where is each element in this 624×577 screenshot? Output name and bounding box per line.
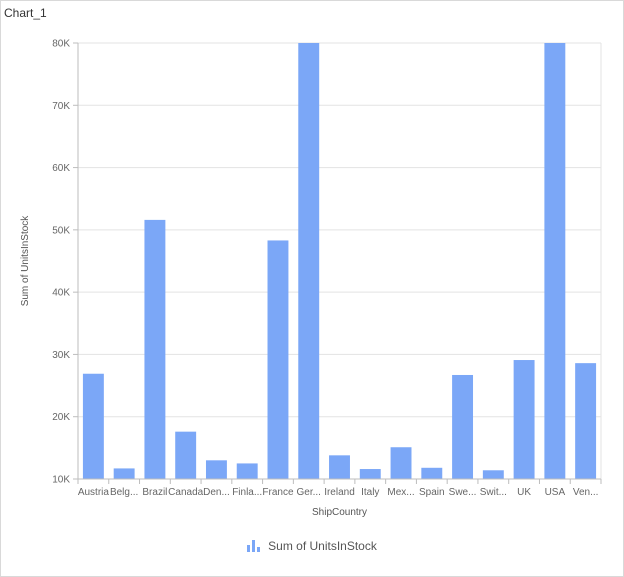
bar [359,469,381,479]
x-tick-label: Den... [203,487,230,498]
x-tick-label: USA [545,487,566,498]
legend-item[interactable]: Sum of UnitsInStock [247,539,377,553]
x-tick-label: Mex... [387,487,414,498]
bar [298,43,320,479]
bar [452,374,474,479]
x-tick-label: France [262,487,294,498]
x-tick-label: Spain [419,487,445,498]
bar [513,360,535,479]
legend-label: Sum of UnitsInStock [268,539,377,553]
bar [144,219,166,480]
x-tick-label: Brazil [142,487,167,498]
legend: Sum of UnitsInStock [0,539,624,555]
bar [267,240,289,479]
x-tick-label: Austria [78,487,110,498]
x-tick-label: Belg... [110,487,138,498]
x-tick-label: Ven... [573,487,599,498]
bar [421,467,443,479]
y-tick-label: 20K [52,412,70,423]
x-axis-title: ShipCountry [312,507,367,518]
bar [575,363,597,479]
x-tick-label: Canada [168,487,203,498]
chart-title: Chart_1 [4,6,47,20]
y-tick-label: 10K [52,475,70,486]
y-axis-title: Sum of UnitsInStock [20,215,31,307]
bar [236,463,258,479]
bar [82,373,104,479]
x-tick-label: Finla... [232,487,262,498]
x-tick-label: Swit... [480,487,507,498]
x-tick-label: UK [517,487,531,498]
y-tick-label: 40K [52,288,70,299]
x-tick-label: Italy [361,487,379,498]
bar [329,455,350,479]
y-tick-label: 30K [52,350,70,361]
bar [390,447,412,479]
y-tick-label: 80K [52,39,70,50]
bar [113,468,135,479]
x-tick-label: Ger... [297,487,321,498]
x-tick-label: Swe... [449,487,477,498]
bar [205,460,227,479]
bar [482,470,504,479]
y-tick-label: 70K [52,101,70,112]
bar [544,43,566,479]
y-tick-label: 60K [52,163,70,174]
bar [175,431,197,479]
y-tick-label: 50K [52,225,70,236]
bar-chart-icon [247,540,261,552]
x-tick-label: Ireland [324,487,355,498]
